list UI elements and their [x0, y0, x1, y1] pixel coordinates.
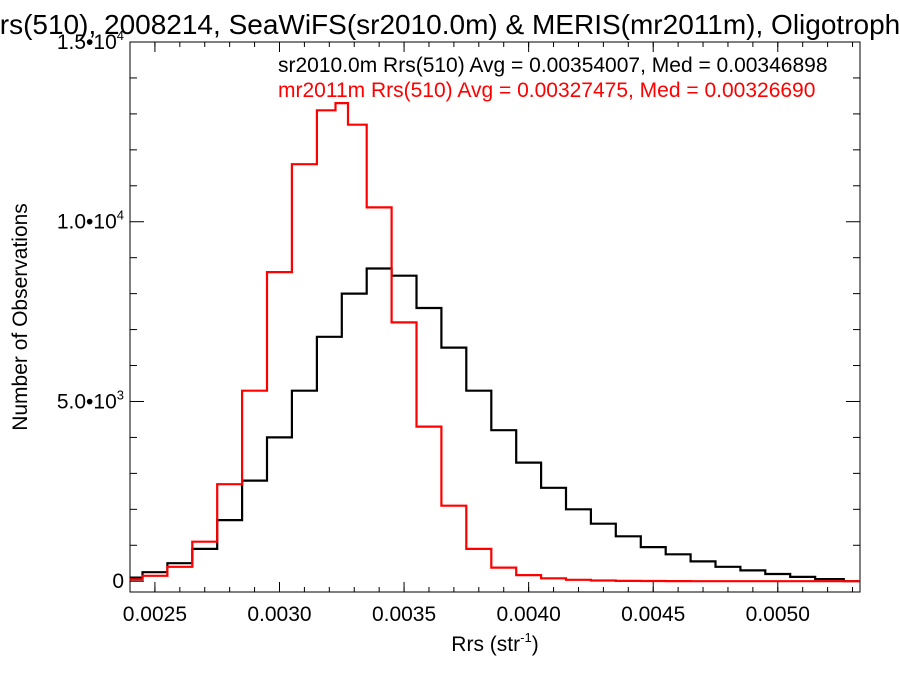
y-axis-ticks: 0 5.0•103 1.0•104 1.5•104	[57, 28, 860, 593]
x-axis-label-sup: -1	[520, 630, 532, 645]
y-tick-label: 5.0•103	[57, 387, 124, 413]
legend-entry-mr2011: mr2011m Rrs(510) Avg = 0.00327475, Med =…	[278, 79, 815, 102]
x-tick-label: 0.0040	[497, 603, 561, 626]
y-tick-label: 0	[112, 570, 124, 593]
x-tick-label: 0.0030	[247, 603, 311, 626]
y-tick-label: 1.0•104	[57, 208, 124, 234]
series-group	[130, 102, 860, 583]
series-line-0	[130, 267, 860, 583]
x-axis-ticks: 0.0025 0.0030 0.0035 0.0040 0.0045 0.0050	[123, 42, 854, 626]
y-tick-label: 1.5•104	[57, 28, 124, 54]
x-axis-label: Rrs (str-1)	[451, 630, 538, 656]
chart-title: Rrs(510), 2008214, SeaWiFS(sr2010.0m) & …	[0, 9, 900, 40]
x-tick-label: 0.0035	[372, 603, 436, 626]
x-tick-label: 0.0050	[746, 603, 810, 626]
x-tick-label: 0.0025	[123, 603, 187, 626]
series-line-1	[130, 102, 860, 583]
x-axis-label-text: Rrs (str	[451, 633, 520, 656]
y-axis-label: Number of Observations	[9, 203, 32, 431]
x-tick-label: 0.0045	[621, 603, 685, 626]
plot-frame	[129, 41, 861, 593]
x-axis-label-close: )	[532, 633, 539, 656]
legend-entry-sr2010: sr2010.0m Rrs(510) Avg = 0.00354007, Med…	[278, 54, 828, 77]
